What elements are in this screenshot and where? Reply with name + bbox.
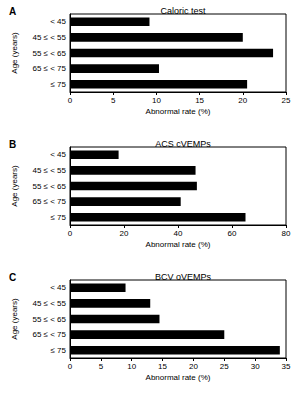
svg-text:Age (years): Age (years) xyxy=(10,32,19,74)
svg-text:C: C xyxy=(9,272,16,283)
svg-text:65 ≤ < 75: 65 ≤ < 75 xyxy=(32,197,66,206)
svg-text:5: 5 xyxy=(111,96,116,105)
svg-text:< 45: < 45 xyxy=(50,150,66,159)
svg-text:15: 15 xyxy=(195,96,204,105)
svg-text:10: 10 xyxy=(152,96,161,105)
svg-text:0: 0 xyxy=(68,229,73,238)
svg-text:65 ≤ < 75: 65 ≤ < 75 xyxy=(32,330,66,339)
svg-text:20: 20 xyxy=(120,229,129,238)
svg-text:20: 20 xyxy=(189,362,198,371)
svg-text:45 ≤ < 55: 45 ≤ < 55 xyxy=(32,299,66,308)
svg-text:25: 25 xyxy=(220,362,229,371)
svg-text:< 45: < 45 xyxy=(50,283,66,292)
svg-text:55 ≤ < 65: 55 ≤ < 65 xyxy=(32,315,66,324)
svg-text:ACS cVEMPs: ACS cVEMPs xyxy=(155,139,211,149)
svg-text:5: 5 xyxy=(99,362,104,371)
svg-text:B: B xyxy=(9,139,16,150)
svg-text:Caloric test: Caloric test xyxy=(160,6,206,16)
svg-text:≤ 75: ≤ 75 xyxy=(50,346,66,355)
svg-text:0: 0 xyxy=(68,96,73,105)
svg-text:40: 40 xyxy=(174,229,183,238)
svg-text:≤ 75: ≤ 75 xyxy=(50,80,66,89)
svg-text:45 ≤ < 55: 45 ≤ < 55 xyxy=(32,33,66,42)
svg-text:A: A xyxy=(9,6,16,17)
svg-text:25: 25 xyxy=(282,96,291,105)
svg-text:55 ≤ < 65: 55 ≤ < 65 xyxy=(32,49,66,58)
svg-text:35: 35 xyxy=(282,362,291,371)
svg-text:10: 10 xyxy=(127,362,136,371)
svg-text:Abnormal rate (%): Abnormal rate (%) xyxy=(146,240,211,249)
svg-text:65 ≤ < 75: 65 ≤ < 75 xyxy=(32,64,66,73)
svg-text:Age (years): Age (years) xyxy=(10,165,19,207)
svg-text:30: 30 xyxy=(251,362,260,371)
svg-text:15: 15 xyxy=(158,362,167,371)
svg-text:≤ 75: ≤ 75 xyxy=(50,213,66,222)
svg-text:60: 60 xyxy=(228,229,237,238)
svg-text:Age (years): Age (years) xyxy=(10,298,19,340)
svg-text:Abnormal rate (%): Abnormal rate (%) xyxy=(146,373,211,382)
svg-text:BCV oVEMPs: BCV oVEMPs xyxy=(155,272,212,282)
svg-text:45 ≤ < 55: 45 ≤ < 55 xyxy=(32,166,66,175)
svg-text:55 ≤ < 65: 55 ≤ < 65 xyxy=(32,182,66,191)
svg-text:0: 0 xyxy=(68,362,73,371)
svg-text:20: 20 xyxy=(238,96,247,105)
svg-text:< 45: < 45 xyxy=(50,17,66,26)
svg-text:80: 80 xyxy=(282,229,291,238)
svg-text:Abnormal rate (%): Abnormal rate (%) xyxy=(146,107,211,116)
